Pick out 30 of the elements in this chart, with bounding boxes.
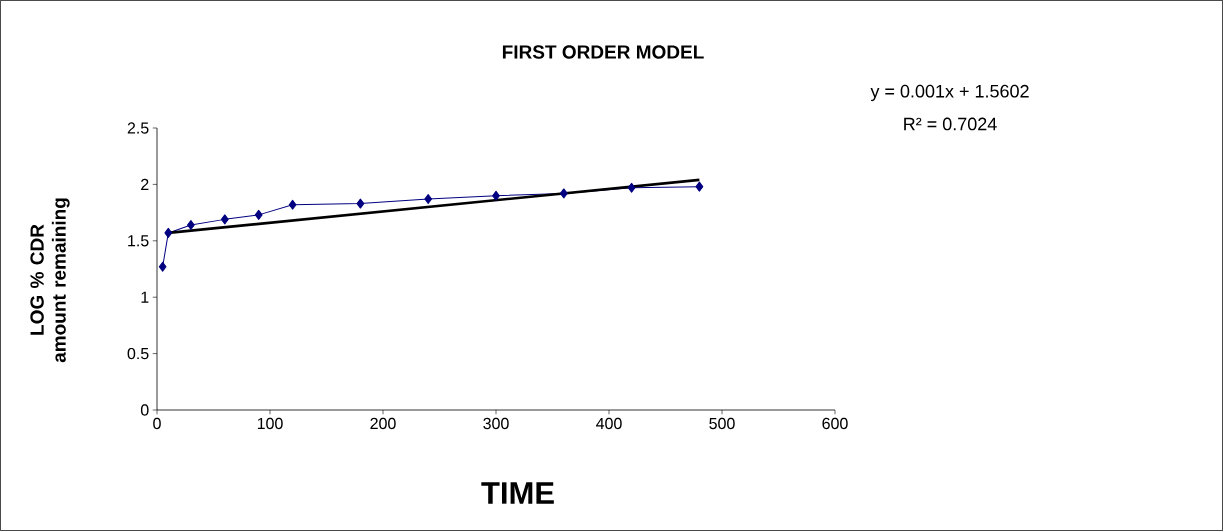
y-axis-title: LOG % CDR amount remaining: [30, 198, 70, 363]
x-axis-title: TIME: [481, 482, 554, 504]
text: y = 0.001x + 1.5602: [870, 84, 1029, 102]
y-tick-label: 1.5: [128, 235, 149, 247]
x-tick-label: 300: [483, 417, 509, 430]
point: [288, 199, 297, 210]
x-tick-label: 400: [596, 417, 622, 430]
point: [424, 194, 433, 205]
x-tick-label: 200: [370, 417, 396, 430]
point: [559, 188, 568, 199]
point: [158, 261, 167, 272]
point: [627, 182, 636, 193]
x-tick-label: 600: [822, 417, 848, 430]
x-tick-label: 500: [709, 417, 735, 430]
point: [356, 198, 365, 209]
x-tick-label: 0: [153, 417, 161, 430]
point: [695, 181, 704, 192]
point: [254, 209, 263, 220]
x-tick-label: 100: [257, 417, 283, 430]
point: [492, 190, 500, 201]
y-tick-label: 1: [141, 291, 149, 303]
point: [164, 227, 173, 238]
point: [187, 220, 195, 231]
chart-title: FIRST ORDER MODEL: [502, 45, 704, 59]
y-tick-label: 2: [141, 178, 149, 190]
text: R² = 0.7024: [904, 117, 997, 131]
y-tick-label: 0: [140, 404, 149, 416]
y-tick-label: 0.5: [127, 347, 149, 360]
point: [220, 214, 229, 225]
y-tick-label: 2.5: [127, 122, 149, 134]
